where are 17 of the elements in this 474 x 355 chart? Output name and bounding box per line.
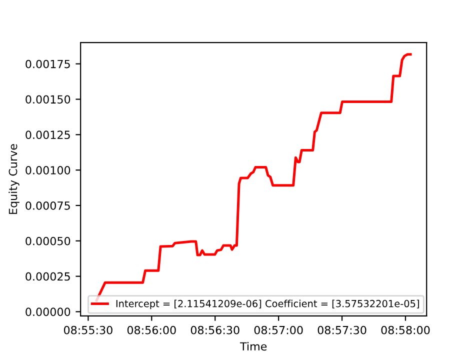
y-tick-label: 0.00175 [26, 60, 70, 68]
y-tick-label: 0.00100 [26, 166, 70, 174]
y-tick-label: 0.00025 [26, 272, 70, 281]
x-tick-label: 08:56:30 [190, 326, 240, 334]
x-tick-label: 08:57:30 [318, 326, 366, 334]
y-tick-label: 0.00075 [26, 201, 70, 210]
x-tick-label: 08:58:00 [381, 326, 430, 334]
x-tick-label: 08:56:00 [127, 326, 176, 334]
x-axis-title: Time [240, 342, 267, 351]
x-tick-label: 08:57:00 [254, 326, 303, 334]
y-tick-label: 0.00150 [26, 95, 70, 104]
legend-label: Intercept = [2.11541209e-06] Coefficient = [3.57532201e-05] [116, 300, 419, 310]
y-tick-label: 0.00125 [26, 130, 70, 140]
y-tick-label: 0.00050 [26, 236, 70, 246]
y-tick-label: 0.00000 [26, 308, 70, 316]
y-axis-title: Equity Curve [8, 144, 20, 214]
x-tick-label: 08:55:30 [64, 326, 112, 334]
